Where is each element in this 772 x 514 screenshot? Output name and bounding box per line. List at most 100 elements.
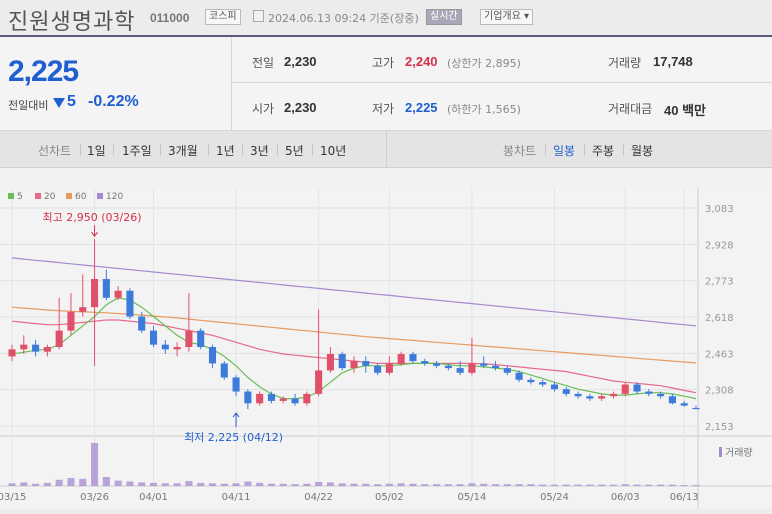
candle-body xyxy=(43,347,51,352)
volume-bar xyxy=(586,484,594,486)
candle-body xyxy=(491,365,500,369)
volume-bar xyxy=(503,484,511,486)
tab-separator xyxy=(80,144,81,155)
legend-label: 20 xyxy=(44,192,56,202)
tab-period-10y[interactable]: 10년 xyxy=(320,144,347,158)
candle-body xyxy=(232,377,240,392)
high-arrowhead-icon xyxy=(91,231,98,238)
tab-candle-daily[interactable]: 일봉 xyxy=(553,144,576,158)
company-overview-button[interactable]: 기업개요 ▾ xyxy=(480,9,533,25)
volume-bar xyxy=(173,483,181,486)
legend-swatch xyxy=(35,193,41,199)
quote-timestamp: 2024.06.13 09:24 기준(장중) xyxy=(268,12,419,25)
volume-bar xyxy=(480,483,488,486)
volume-bar xyxy=(409,483,417,486)
x-tick-label: 06/03 xyxy=(611,492,640,503)
upper-limit: (상한가 2,895) xyxy=(447,57,521,70)
tab-candle-weekly[interactable]: 주봉 xyxy=(592,144,615,158)
volume-bar xyxy=(138,482,146,486)
volume-bar xyxy=(256,482,264,486)
candle-body xyxy=(657,393,665,397)
candle-body xyxy=(32,344,40,352)
tab-period-1w[interactable]: 1주일 xyxy=(122,144,152,158)
y-tick-label: 2,928 xyxy=(705,240,734,251)
volume-bar xyxy=(539,484,547,486)
candle-body xyxy=(67,311,75,331)
x-tick-label: 04/01 xyxy=(139,492,168,503)
x-tick-label: 04/22 xyxy=(304,492,333,503)
candle-body xyxy=(444,365,452,369)
volume-bar xyxy=(668,484,676,486)
tab-candle-monthly[interactable]: 월봉 xyxy=(631,144,654,158)
volume-label: 거래량 xyxy=(608,56,642,70)
volume-bar xyxy=(315,481,323,486)
candle-body xyxy=(385,363,393,373)
candle-body xyxy=(456,368,464,373)
x-tick-label: 05/14 xyxy=(458,492,487,503)
tab-line-chart[interactable]: 선차트 xyxy=(38,144,72,158)
legend-swatch xyxy=(8,193,14,199)
volume-bar xyxy=(491,484,500,486)
volume-bar xyxy=(633,484,641,486)
candle-body xyxy=(539,382,547,385)
candle-body xyxy=(208,347,217,364)
volume-bar xyxy=(220,483,228,486)
candle-body xyxy=(409,354,417,362)
tab-period-5y[interactable]: 5년 xyxy=(285,144,304,158)
candle-body xyxy=(421,361,429,364)
tab-period-1d[interactable]: 1일 xyxy=(87,144,106,158)
tab-candle-chart[interactable]: 봉차트 xyxy=(503,144,537,158)
candle-body xyxy=(149,330,158,345)
candle-body xyxy=(197,330,205,348)
candle-body xyxy=(350,361,358,369)
price-chart[interactable]: 3,083 2,928 2,773 2,618 2,463 2,308 2,153 03/15… xyxy=(0,168,772,509)
volume-bar xyxy=(515,484,523,486)
candle-body xyxy=(668,396,676,404)
volume-bar xyxy=(208,483,217,486)
x-tick-label: 06/13 xyxy=(670,492,699,503)
volume-bar xyxy=(433,484,441,486)
y-tick-label: 2,153 xyxy=(705,422,734,433)
candle-body xyxy=(114,290,122,298)
tab-period-3m[interactable]: 3개월 xyxy=(168,144,198,158)
volume-bar xyxy=(43,482,51,486)
tab-period-1y[interactable]: 1년 xyxy=(216,144,235,158)
candle-body xyxy=(220,363,228,378)
candle-body xyxy=(503,368,511,373)
volume-bar xyxy=(609,484,617,486)
candle-body xyxy=(79,307,87,312)
candle-body xyxy=(362,361,370,366)
volume-legend-swatch xyxy=(719,447,722,457)
header-divider xyxy=(0,35,772,37)
volume-bar xyxy=(338,483,346,486)
tab-period-3y[interactable]: 3년 xyxy=(250,144,269,158)
price-summary: 2,225 전일대비 5 -0.22% 전일 2,230 고가 2,240 (상… xyxy=(0,37,772,131)
candle-body xyxy=(102,279,110,298)
prev-close-value: 2,230 xyxy=(284,54,317,69)
volume-bar xyxy=(657,484,665,486)
chart-area[interactable]: 3,083 2,928 2,773 2,618 2,463 2,308 2,153 03/15… xyxy=(0,168,772,509)
volume-bar xyxy=(91,443,99,486)
stock-name: 진원생명과학 xyxy=(8,10,136,35)
candle-body xyxy=(138,316,146,331)
volume-bar xyxy=(185,481,193,486)
summary-row-divider xyxy=(232,82,772,83)
low-value: 2,225 xyxy=(405,100,438,115)
volume-bar xyxy=(244,481,252,486)
volume-bar xyxy=(197,482,205,486)
candle-body xyxy=(315,370,323,394)
change-percent: -0.22% xyxy=(88,93,139,110)
realtime-badge[interactable]: 실시간 xyxy=(426,9,462,25)
candle-body xyxy=(633,384,641,392)
candle-body xyxy=(433,363,441,366)
volume-bar xyxy=(680,485,688,487)
volume-bar xyxy=(291,484,299,486)
volume-bar xyxy=(20,482,28,486)
candle-body xyxy=(598,396,606,399)
tab-separator xyxy=(160,144,161,155)
candle-body xyxy=(303,393,311,404)
candle-body xyxy=(256,393,264,404)
candle-body xyxy=(91,279,99,308)
tab-separator xyxy=(113,144,114,155)
volume-bar xyxy=(692,485,700,487)
